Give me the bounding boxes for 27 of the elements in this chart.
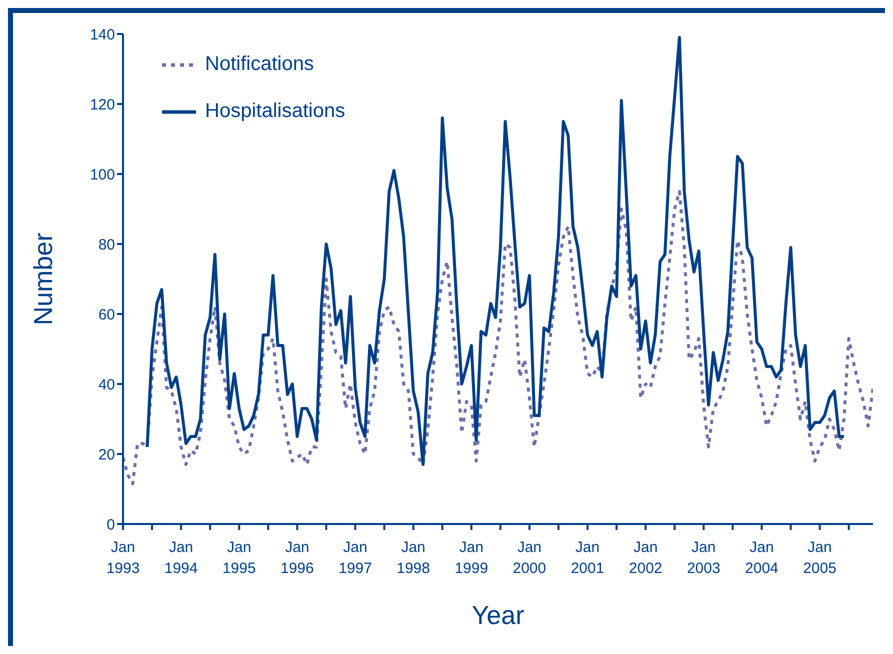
- x-tick-label: Jan 2004: [745, 539, 778, 577]
- x-tick-label: Jan 1996: [280, 539, 314, 577]
- y-tick-label: 40: [98, 376, 115, 394]
- y-tick-label: 100: [90, 166, 115, 184]
- x-tick-label: Jan 2001: [570, 539, 604, 577]
- x-tick-label: Jan 2003: [686, 539, 720, 577]
- legend-label: Notifications: [205, 53, 314, 76]
- x-tick-label: Jan 1997: [338, 539, 372, 577]
- x-axis-title: Year: [472, 600, 525, 630]
- legend-label: Hospitalisations: [205, 100, 346, 123]
- x-tick-label: Jan 1994: [164, 539, 198, 577]
- x-tick-label: Jan 2005: [803, 539, 836, 577]
- y-tick-label: 120: [90, 96, 115, 114]
- y-tick-label: 0: [106, 516, 115, 534]
- line-series: [123, 190, 873, 486]
- y-tick-label: 20: [98, 446, 115, 464]
- x-tick-label: Jan 1998: [396, 539, 430, 577]
- line-series: [146, 36, 846, 466]
- y-tick-label: 140: [90, 26, 115, 44]
- x-tick-label: Jan 1999: [454, 539, 488, 577]
- y-axis-title: Number: [28, 232, 58, 326]
- y-tick-label: 60: [98, 306, 115, 324]
- x-tick-label: Jan 1995: [222, 539, 256, 577]
- x-tick-label: Jan 1993: [106, 539, 140, 577]
- x-tick-label: Jan 2000: [512, 539, 546, 577]
- x-tick-label: Jan 2002: [628, 539, 662, 577]
- y-tick-label: 80: [98, 236, 115, 254]
